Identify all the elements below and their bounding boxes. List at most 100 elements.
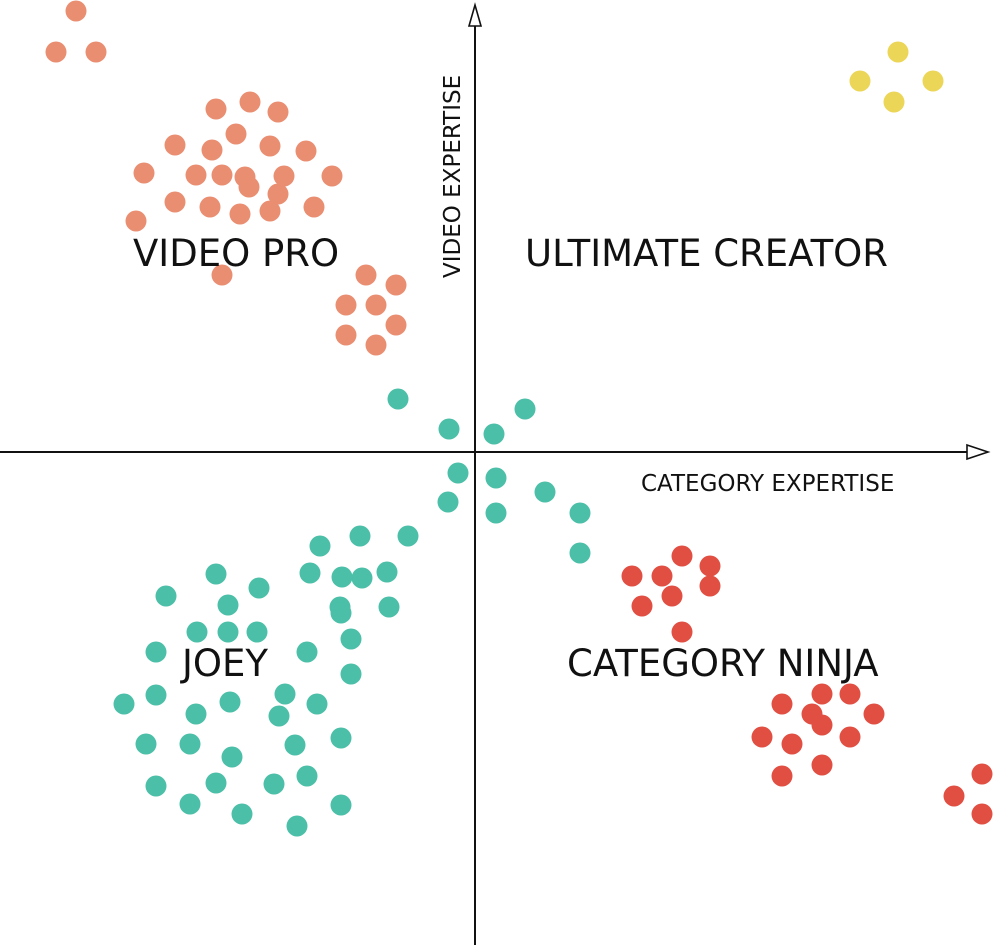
data-point-s0-p23 — [303, 196, 325, 218]
data-point-s2-p31 — [340, 663, 362, 685]
data-point-s0-p3 — [205, 98, 227, 120]
data-point-s3-p9 — [839, 683, 861, 705]
data-point-s2-p16 — [299, 562, 321, 584]
data-point-s3-p6 — [631, 595, 653, 617]
data-point-s2-p25 — [186, 621, 208, 643]
data-point-s2-p15 — [331, 566, 353, 588]
data-point-s3-p21 — [971, 803, 993, 825]
data-point-s0-p19 — [164, 191, 186, 213]
data-point-s2-p37 — [219, 691, 241, 713]
data-point-s3-p19 — [811, 754, 833, 776]
data-point-s2-p43 — [284, 734, 306, 756]
data-point-s2-p45 — [205, 772, 227, 794]
data-point-s2-p40 — [135, 733, 157, 755]
data-point-s2-p36 — [185, 703, 207, 725]
data-point-s2-p21 — [217, 594, 239, 616]
data-point-s2-p10 — [397, 525, 419, 547]
data-point-s0-p12 — [185, 164, 207, 186]
data-point-s3-p15 — [781, 733, 803, 755]
data-point-s2-p17 — [569, 542, 591, 564]
data-point-s2-p20 — [155, 585, 177, 607]
data-point-s0-p10 — [295, 140, 317, 162]
data-point-s2-p41 — [179, 733, 201, 755]
data-point-s0-p27 — [385, 274, 407, 296]
data-point-s2-p19 — [248, 577, 270, 599]
data-point-s2-p27 — [330, 602, 352, 624]
data-point-s2-p14 — [351, 567, 373, 589]
data-point-s0-p29 — [365, 294, 387, 316]
data-point-s2-p11 — [349, 525, 371, 547]
data-point-s1-p0 — [887, 41, 909, 63]
data-point-s2-p49 — [231, 803, 253, 825]
data-point-s3-p10 — [771, 693, 793, 715]
data-point-s2-p2 — [438, 418, 460, 440]
data-point-s1-p2 — [922, 70, 944, 92]
data-point-s0-p11 — [133, 162, 155, 184]
data-point-s2-p30 — [296, 641, 318, 663]
data-point-s2-p23 — [378, 596, 400, 618]
data-point-s0-p28 — [335, 294, 357, 316]
data-point-s2-p42 — [221, 746, 243, 768]
data-point-s2-p38 — [268, 705, 290, 727]
data-point-s3-p1 — [621, 565, 643, 587]
data-point-s0-p26 — [355, 264, 377, 286]
data-point-s0-p7 — [164, 134, 186, 156]
quadrant-label-joey: JOEY — [180, 642, 268, 685]
y-axis-label: VIDEO EXPERTISE — [440, 75, 466, 278]
quadrant-label-video-pro: VIDEO PRO — [133, 232, 339, 275]
data-point-s2-p32 — [145, 684, 167, 706]
data-point-s2-p7 — [534, 481, 556, 503]
data-point-s0-p30 — [385, 314, 407, 336]
data-point-s2-p28 — [340, 628, 362, 650]
data-point-s0-p25 — [211, 264, 233, 286]
data-point-s0-p32 — [365, 334, 387, 356]
data-point-s3-p5 — [661, 585, 683, 607]
data-point-s1-p1 — [849, 70, 871, 92]
data-point-s3-p2 — [651, 565, 673, 587]
data-point-s0-p0 — [65, 0, 87, 22]
data-point-s0-p18 — [267, 183, 289, 205]
data-point-s2-p50 — [330, 794, 352, 816]
data-point-s2-p8 — [485, 502, 507, 524]
data-point-s2-p18 — [205, 563, 227, 585]
data-point-s2-p13 — [376, 561, 398, 583]
data-point-s0-p8 — [201, 139, 223, 161]
data-point-s3-p13 — [811, 714, 833, 736]
data-point-s0-p31 — [335, 324, 357, 346]
data-point-s3-p0 — [671, 545, 693, 567]
data-point-s0-p21 — [229, 203, 251, 225]
data-point-s3-p14 — [751, 726, 773, 748]
quadrant-label-ultimate-creator: ULTIMATE CREATOR — [525, 232, 888, 275]
data-point-s3-p7 — [671, 621, 693, 643]
data-point-s3-p3 — [699, 555, 721, 577]
data-point-s2-p1 — [514, 398, 536, 420]
data-point-s2-p48 — [179, 793, 201, 815]
data-point-s2-p51 — [286, 815, 308, 837]
data-point-s2-p34 — [274, 683, 296, 705]
data-point-s0-p20 — [199, 196, 221, 218]
data-point-s2-p12 — [309, 535, 331, 557]
data-point-s2-p5 — [485, 467, 507, 489]
data-point-s3-p8 — [811, 683, 833, 705]
data-point-s3-p12 — [863, 703, 885, 725]
data-point-s0-p15 — [273, 165, 295, 187]
data-point-s3-p4 — [699, 575, 721, 597]
data-point-s2-p6 — [437, 491, 459, 513]
data-point-s2-p0 — [387, 388, 409, 410]
quadrant-label-category-ninja: CATEGORY NINJA — [567, 642, 879, 685]
x-axis-arrow-icon — [966, 443, 991, 461]
data-points-layer — [45, 0, 993, 837]
data-point-s0-p1 — [45, 41, 67, 63]
data-point-s2-p9 — [569, 502, 591, 524]
data-point-s2-p46 — [263, 773, 285, 795]
data-point-s0-p22 — [259, 200, 281, 222]
data-point-s3-p20 — [943, 785, 965, 807]
x-axis-label: CATEGORY EXPERTISE — [641, 471, 894, 497]
data-point-s0-p2 — [85, 41, 107, 63]
data-point-s2-p44 — [145, 775, 167, 797]
data-point-s2-p33 — [113, 693, 135, 715]
data-point-s2-p26 — [246, 621, 268, 643]
data-point-s0-p9 — [259, 135, 281, 157]
data-point-s3-p18 — [771, 765, 793, 787]
